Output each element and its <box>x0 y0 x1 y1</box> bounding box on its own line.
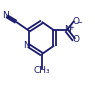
Text: N: N <box>23 41 30 50</box>
Text: −: − <box>76 20 82 26</box>
Text: +: + <box>68 25 74 31</box>
Text: O: O <box>72 17 79 26</box>
Text: N: N <box>65 25 71 34</box>
Text: N: N <box>2 11 9 20</box>
Text: O: O <box>73 35 80 44</box>
Text: CH₃: CH₃ <box>33 66 50 75</box>
